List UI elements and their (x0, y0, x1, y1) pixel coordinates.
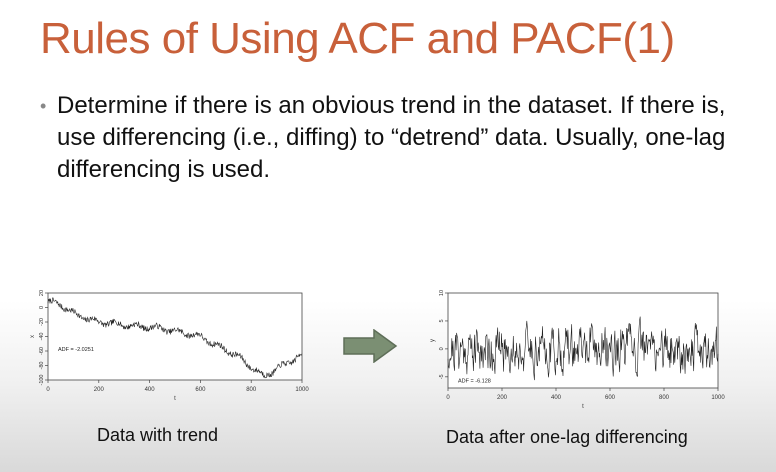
y-tick-label: -20 (39, 318, 45, 326)
trend-chart: 0 200 400 600 800 1000 -100 -80 -60 -40 -20 0 20 t x AD… (20, 285, 310, 415)
caption-trend: Data with trend (97, 425, 219, 445)
y-tick-label: -40 (39, 333, 45, 341)
x-tick-label: 400 (551, 395, 562, 401)
y-axis-label: x (30, 335, 36, 338)
slide-title: Rules of Using ACF and PACF(1) (40, 14, 675, 63)
y-tick-label: 10 (439, 290, 445, 296)
right-arrow-icon (343, 329, 398, 363)
plot-frame (447, 292, 719, 389)
x-tick-label: 1000 (711, 395, 725, 401)
y-tick-label: 0 (439, 347, 445, 350)
adf-annotation: ADF = -6.128 (458, 378, 491, 384)
x-axis-label: t (582, 404, 584, 410)
y-tick-label: -80 (39, 362, 45, 370)
differenced-chart: 0 200 400 600 800 1000 -5 0 5 10 t y ADF = -6.128 (420, 285, 725, 415)
series-line (447, 316, 719, 381)
y-axis-label: y (430, 339, 436, 342)
x-tick-label: 600 (195, 387, 206, 393)
y-tick-label: 5 (439, 319, 445, 322)
y-tick-label: -100 (39, 374, 45, 385)
trend-chart-svg: 0 200 400 600 800 1000 -100 -80 -60 -40 -20 0 20 t x AD… (30, 290, 309, 402)
bullet-symbol: • (40, 96, 47, 116)
x-tick-label: 1000 (295, 387, 309, 393)
bullet-item: • Determine if there is an obvious trend… (40, 90, 750, 186)
arrow-shape (343, 329, 398, 363)
bullet-text: Determine if there is an obvious trend i… (57, 92, 726, 183)
adf-annotation: ADF = -2.0251 (58, 347, 94, 353)
x-tick-label: 800 (659, 395, 670, 401)
plot-frame (47, 292, 303, 381)
x-tick-label: 200 (94, 387, 105, 393)
x-tick-label: 200 (497, 395, 508, 401)
differenced-chart-svg: 0 200 400 600 800 1000 -5 0 5 10 t y ADF = -6.128 (430, 290, 725, 410)
x-tick-label: 0 (446, 395, 450, 401)
y-tick-label: -60 (39, 347, 45, 355)
x-tick-label: 800 (246, 387, 257, 393)
x-tick-label: 400 (145, 387, 156, 393)
y-tick-label: -5 (439, 374, 445, 379)
x-tick-label: 600 (605, 395, 616, 401)
series-line (47, 297, 303, 379)
caption-differenced: Data after one-lag differencing (446, 427, 688, 447)
x-axis-label: t (174, 396, 176, 402)
x-tick-label: 0 (46, 387, 50, 393)
y-tick-label: 0 (39, 306, 45, 309)
y-tick-label: 20 (39, 290, 45, 296)
